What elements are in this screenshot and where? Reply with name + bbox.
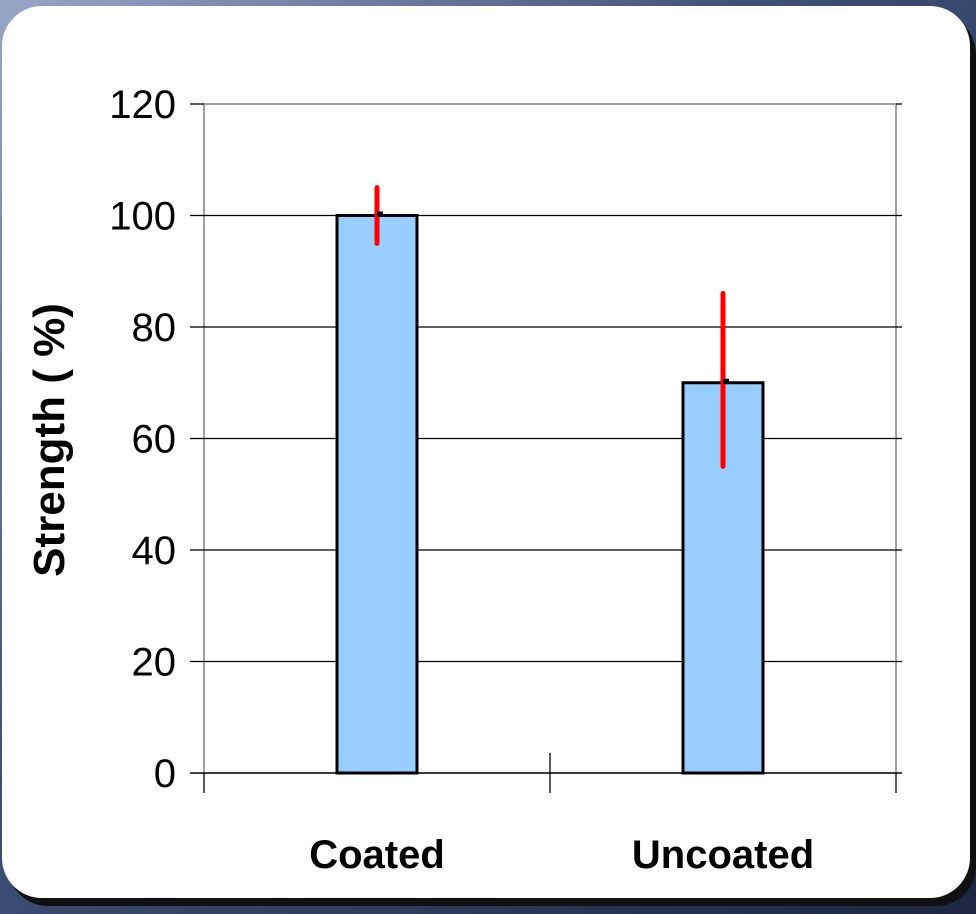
y-tick-label: 120	[109, 83, 176, 127]
bars	[335, 214, 765, 775]
mean-marker	[377, 211, 383, 217]
gridlines	[203, 103, 897, 774]
chart-card	[2, 6, 970, 898]
y-tick-label: 60	[132, 418, 177, 462]
bar-coated	[335, 214, 419, 775]
y-tick-label: 40	[132, 529, 177, 573]
tick-labels: 0 20 40 60 80 100 120 Coated Uncoated	[109, 83, 814, 877]
x-category-label: Coated	[309, 833, 445, 877]
axes	[190, 103, 902, 793]
error-bars	[374, 185, 729, 469]
mean-marker	[723, 378, 729, 384]
y-tick-label: 80	[132, 306, 177, 350]
x-category-label: Uncoated	[632, 833, 814, 877]
y-tick-label: 100	[109, 195, 176, 239]
y-axis-title: Strength ( %)	[25, 303, 74, 577]
y-tick-label: 20	[132, 641, 177, 685]
y-tick-label: 0	[154, 752, 176, 796]
